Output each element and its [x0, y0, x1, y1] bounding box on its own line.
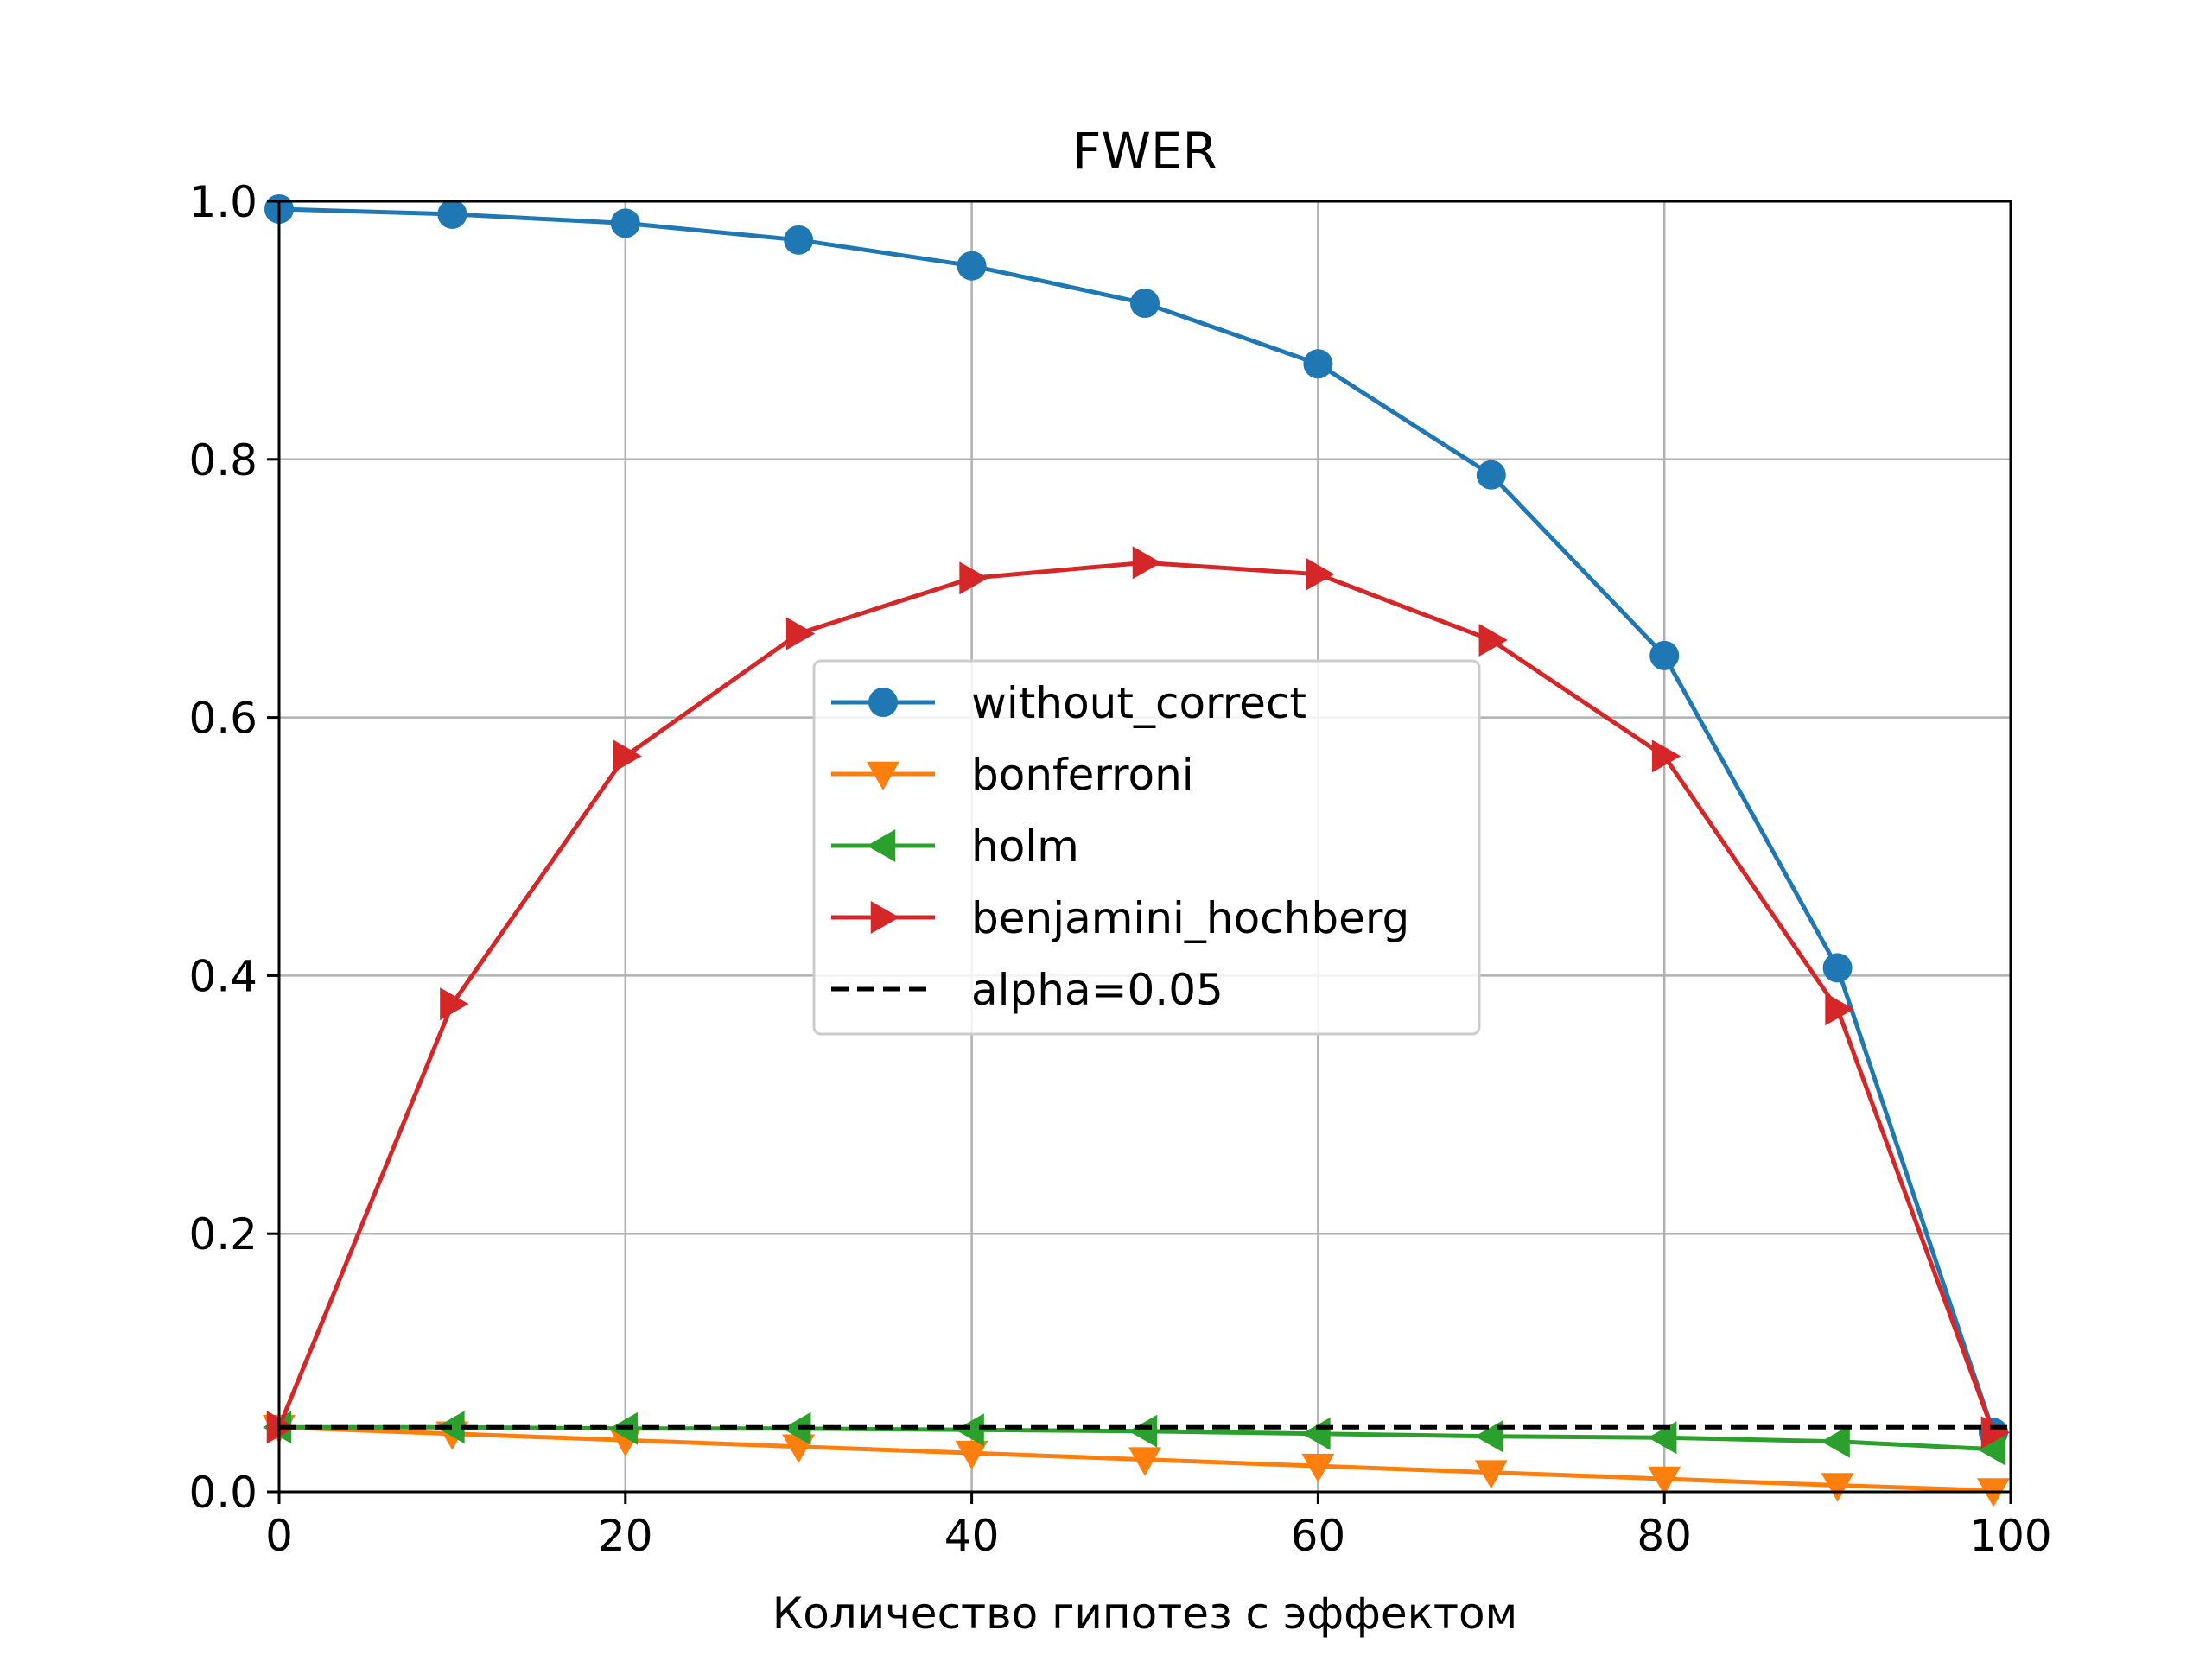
data-point: [440, 987, 469, 1021]
ticks: 0 20 40 60 80 100 0.0 0.2 0.4 0.6 0.8 1.0: [188, 177, 2051, 1561]
data-point: [1649, 640, 1680, 670]
data-point: [784, 225, 814, 255]
data-point: [1648, 1466, 1681, 1496]
legend-label: without_correct: [971, 678, 1306, 728]
data-point: [613, 739, 642, 773]
legend-marker: [867, 829, 896, 862]
legend-item-bonferroni: bonferroni: [831, 750, 1194, 800]
chart-title: FWER: [1072, 122, 1217, 181]
y-tick-label: 0.2: [188, 1209, 257, 1259]
x-tick-label: 80: [1637, 1511, 1692, 1561]
data-point: [1976, 1432, 2006, 1466]
data-point: [1132, 546, 1161, 580]
x-tick-label: 40: [944, 1511, 1000, 1561]
data-point: [957, 251, 987, 281]
x-tick-label: 60: [1291, 1511, 1346, 1561]
data-point: [1306, 557, 1335, 591]
y-tick-label: 0.6: [188, 694, 257, 744]
data-point: [1303, 349, 1333, 379]
legend-item-benjamini-hochberg: benjamini_hochberg: [831, 893, 1409, 943]
legend-item-holm: holm: [831, 821, 1079, 872]
y-tick-label: 0.8: [188, 435, 257, 485]
data-point: [1478, 623, 1508, 657]
legend: without_correct bonferroni holm benjamini_h…: [812, 659, 1481, 1036]
data-point: [1980, 1416, 2010, 1449]
legend-label: holm: [971, 821, 1079, 872]
data-point: [1301, 1453, 1335, 1483]
data-point: [1825, 993, 1854, 1026]
y-tick-label: 1.0: [188, 177, 257, 227]
data-point: [959, 561, 988, 595]
y-tick-label: 0.0: [188, 1468, 257, 1518]
data-point: [955, 1440, 988, 1470]
data-point: [1822, 953, 1853, 983]
data-point: [955, 1413, 984, 1447]
legend-item-alpha-0-05: alpha=0.05: [831, 965, 1224, 1015]
data-point: [1474, 1460, 1508, 1489]
x-axis-label: Количество гипотез с эффектом: [772, 1589, 1518, 1639]
data-point: [437, 199, 467, 229]
data-point: [1128, 1414, 1158, 1448]
legend-label: alpha=0.05: [971, 965, 1224, 1015]
data-point: [610, 208, 640, 238]
x-tick-label: 20: [598, 1511, 653, 1561]
x-tick-label: 100: [1969, 1511, 2051, 1561]
legend-box: [812, 659, 1481, 1036]
y-tick-label: 0.4: [188, 951, 257, 1001]
legend-marker: [868, 688, 898, 717]
data-point: [1651, 739, 1681, 773]
series-layer: [263, 193, 2011, 1507]
data-point: [782, 1411, 811, 1445]
axes-frame: [277, 200, 2012, 1494]
legend-item-without-correct: without_correct: [831, 678, 1306, 728]
data-point: [1821, 1473, 1854, 1502]
series-benjamini-hochberg: [266, 546, 2010, 1449]
legend-label: bonferroni: [971, 750, 1194, 800]
data-point: [1476, 460, 1506, 490]
legend-marker: [867, 761, 899, 790]
legend-label: benjamini_hochberg: [971, 893, 1409, 943]
data-point: [1128, 1447, 1161, 1476]
data-point: [785, 617, 816, 650]
x-tick-label: 0: [265, 1511, 293, 1561]
data-point: [1474, 1419, 1504, 1453]
data-point: [1821, 1424, 1850, 1458]
data-point: [1130, 289, 1160, 319]
legend-marker: [870, 901, 899, 934]
data-point: [1301, 1417, 1331, 1450]
